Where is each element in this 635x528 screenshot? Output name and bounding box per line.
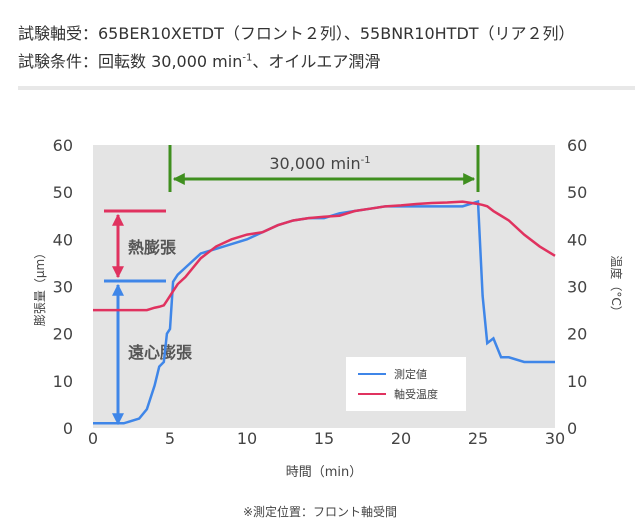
plot-area [93, 145, 555, 428]
header-text: 試験条件：回転数 30,000 min [18, 52, 243, 71]
annotation: 熱膨張 [128, 238, 177, 257]
footnote: ※測定位置：フロント軸受間 [243, 504, 397, 519]
y2-tick-label: 0 [567, 419, 577, 438]
y2-tick-label: 60 [567, 136, 587, 155]
x-axis-label: 時間（min） [286, 465, 363, 480]
y2-axis-label: 温度（°C） [609, 255, 624, 317]
y-tick-label: 30 [53, 278, 73, 297]
header-text: 、オイルエア潤滑 [252, 52, 381, 71]
header-sup: -1 [242, 52, 253, 64]
annotation: 30,000 min-1 [269, 154, 370, 173]
y-axis-label: 膨張量（μm） [33, 247, 47, 326]
annotation-text: 30,000 min [269, 154, 360, 173]
y2-tick-label: 40 [567, 230, 587, 249]
annotation: 遠心膨張 [128, 343, 193, 362]
x-tick-label: 25 [468, 429, 488, 448]
annotation-sup: -1 [361, 155, 371, 166]
header-line: 試験軸受：65BER10XETDT（フロント２列）、55BNR10HTDT（リア… [18, 24, 575, 43]
y-tick-label: 40 [53, 230, 73, 249]
series-line [93, 200, 556, 312]
legend-box [346, 357, 466, 411]
x-tick-label: 0 [88, 429, 98, 448]
y2-tick-label: 30 [567, 278, 587, 297]
y-tick-label: 10 [53, 372, 73, 391]
y2-tick-label: 10 [567, 372, 587, 391]
y-tick-label: 20 [53, 325, 73, 344]
y-tick-label: 0 [63, 419, 73, 438]
x-tick-label: 15 [314, 429, 334, 448]
x-tick-label: 5 [165, 429, 175, 448]
x-tick-label: 10 [237, 429, 257, 448]
y-tick-label: 50 [53, 183, 73, 202]
x-tick-label: 30 [545, 429, 565, 448]
y2-tick-label: 20 [567, 325, 587, 344]
divider [18, 86, 635, 90]
x-tick-label: 20 [391, 429, 411, 448]
y2-tick-label: 50 [567, 183, 587, 202]
legend-label: 測定値 [394, 367, 427, 381]
header-line: 試験条件：回転数 30,000 min-1、オイルエア潤滑 [18, 48, 380, 72]
y-tick-label: 60 [53, 136, 73, 155]
legend-label: 軸受温度 [394, 387, 438, 401]
